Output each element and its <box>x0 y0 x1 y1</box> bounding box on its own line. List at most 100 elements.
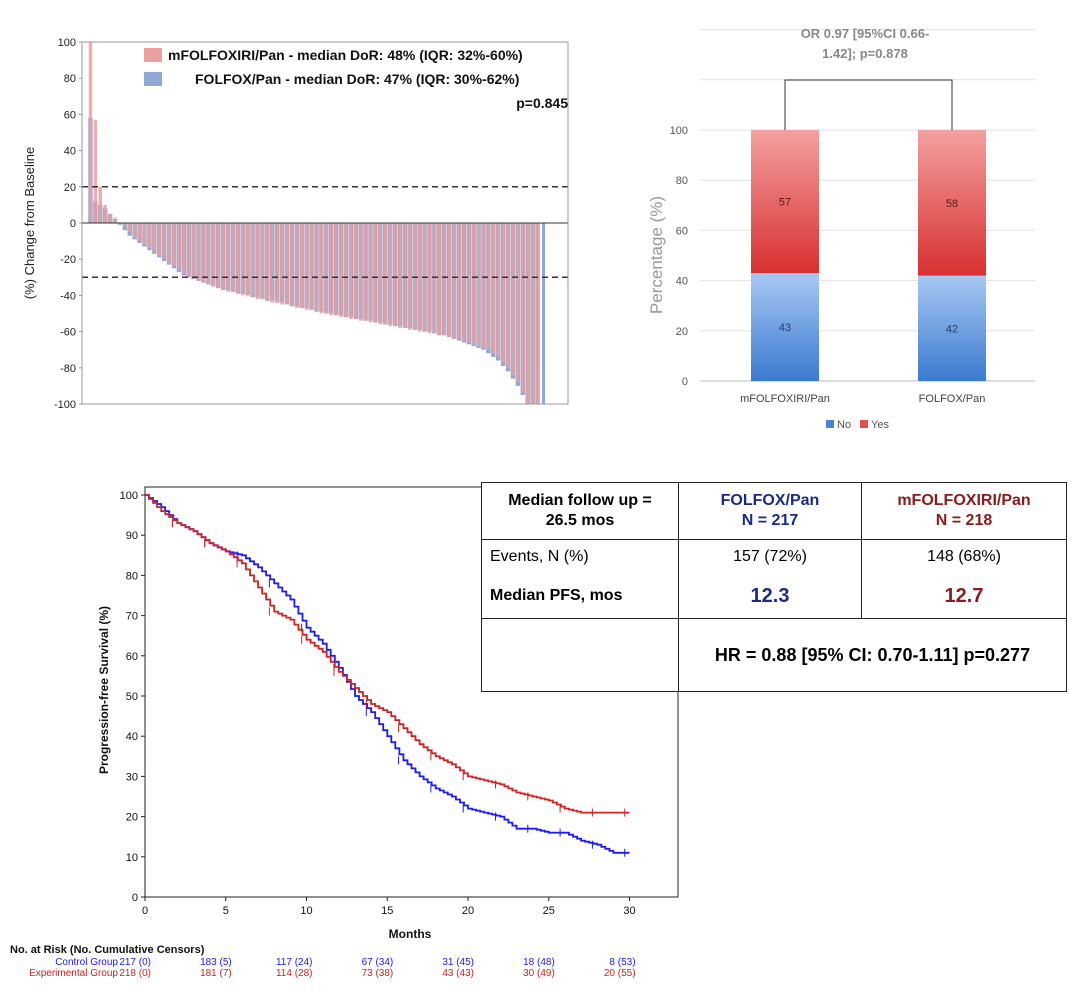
km-y-tick-label: 70 <box>126 611 138 623</box>
km-plot-frame <box>144 486 679 898</box>
folfox-n: N = 217 <box>741 512 799 529</box>
pfs-summary-table: Median follow up = 26.5 mos FOLFOX/Pan N… <box>481 482 1067 692</box>
waterfall-bar-mfolfoxiri <box>182 223 186 274</box>
risk-value: 30 (49) <box>523 968 555 979</box>
waterfall-bar-mfolfoxiri <box>216 223 220 289</box>
risk-value: 181 (7) <box>200 968 232 979</box>
waterfall-bar-mfolfoxiri <box>496 223 500 357</box>
events-label: Events, N (%) <box>481 539 679 574</box>
odds-ratio-annotation-line1: OR 0.97 [95%CI 0.66- <box>801 26 930 41</box>
risk-value: 114 (28) <box>276 968 313 979</box>
km-x-tick-label: 5 <box>223 905 229 917</box>
table-row-median-pfs: Median PFS, mos 12.3 12.7 <box>481 574 1067 619</box>
stacked-bar-no-value: 43 <box>779 322 791 334</box>
waterfall-bar-mfolfoxiri <box>378 223 383 325</box>
stacked-bar-y-tick-label: 20 <box>676 326 688 338</box>
waterfall-bar-mfolfoxiri <box>241 223 245 296</box>
stacked-bar-y-tick-label: 0 <box>682 376 688 388</box>
median-pfs-mfolfoxiri: 12.7 <box>861 574 1067 619</box>
median-pfs-label: Median PFS, mos <box>481 574 679 619</box>
risk-row-label: Control Group <box>55 957 118 968</box>
risk-value: 218 (0) <box>119 968 151 979</box>
waterfall-bar-mfolfoxiri <box>309 223 314 310</box>
risk-value: 18 (48) <box>523 957 555 968</box>
waterfall-bar-mfolfoxiri <box>290 223 294 307</box>
waterfall-bar-mfolfoxiri <box>432 223 437 334</box>
stacked-bar-y-tick-label: 60 <box>676 225 688 237</box>
header-follow-up: Median follow up = 26.5 mos <box>481 482 679 540</box>
stacked-bar-y-tick-label: 100 <box>670 125 688 137</box>
waterfall-y-tick-label: 0 <box>70 218 76 230</box>
waterfall-y-tick-label: 80 <box>64 73 76 85</box>
waterfall-y-tick-label: -60 <box>60 327 76 339</box>
km-curve-experimental <box>145 494 630 814</box>
risk-value: 117 (24) <box>276 957 313 968</box>
waterfall-bar-mfolfoxiri <box>137 223 142 242</box>
waterfall-bar-mfolfoxiri <box>280 223 284 305</box>
waterfall-bar-mfolfoxiri <box>172 223 176 267</box>
waterfall-bar-mfolfoxiri <box>530 223 535 404</box>
legend-swatch-mfolfoxiri <box>144 48 162 62</box>
km-x-tick-label: 10 <box>300 905 312 917</box>
waterfall-y-axis-label: (%) Change from Baseline <box>22 147 37 299</box>
waterfall-bar-mfolfoxiri <box>270 223 274 303</box>
km-x-tick-label: 25 <box>543 905 555 917</box>
table-row-hr: HR = 0.88 [95% CI: 0.70-1.11] p=0.277 <box>481 618 1067 692</box>
waterfall-bar-mfolfoxiri <box>245 223 250 296</box>
risk-value: 217 (0) <box>119 957 151 968</box>
waterfall-bar-folfox <box>117 223 123 225</box>
odds-ratio-annotation-line2: 1.42]; p=0.878 <box>822 46 908 61</box>
stacked-bar-chart: 0 20 40 60 80 100 43 57 mFOLFOXIRI/Pan 42 58 FOLFO… <box>640 20 1070 440</box>
legend-label-mfolfoxiri: mFOLFOXIRI/Pan - median DoR: 48% (IQR: 3… <box>168 47 523 63</box>
waterfall-bar-mfolfoxiri <box>334 223 338 316</box>
waterfall-y-tick-label: -40 <box>60 290 76 302</box>
waterfall-bar-mfolfoxiri <box>314 223 319 312</box>
km-svg: 0 10 20 30 40 50 60 70 80 90 100 0 5 10 15 20 25 30 Progr… <box>10 486 679 979</box>
km-x-tick-label: 15 <box>381 905 393 917</box>
stacked-bar-y-tick-label: 80 <box>676 175 688 187</box>
waterfall-bar-mfolfoxiri <box>186 223 191 278</box>
stacked-bar-yes-value: 58 <box>946 198 958 210</box>
km-y-tick-label: 10 <box>126 852 138 864</box>
header-mfolfoxiri: mFOLFOXIRI/Pan N = 218 <box>861 482 1067 540</box>
waterfall-bar-mfolfoxiri <box>501 223 505 363</box>
waterfall-y-tick-label: -100 <box>54 399 76 411</box>
median-pfs-folfox: 12.3 <box>678 574 862 619</box>
waterfall-bar-mfolfoxiri <box>231 223 235 292</box>
waterfall-bar-mfolfoxiri <box>191 223 196 280</box>
km-y-tick-label: 100 <box>120 490 138 502</box>
waterfall-bar-mfolfoxiri <box>98 186 103 223</box>
waterfall-bar-mfolfoxiri <box>471 223 476 345</box>
follow-up-line2: 26.5 mos <box>545 512 615 529</box>
waterfall-bar-mfolfoxiri <box>408 223 412 330</box>
legend-swatch-yes <box>860 420 868 428</box>
waterfall-bar-mfolfoxiri <box>157 223 161 256</box>
km-y-tick-label: 60 <box>126 651 138 663</box>
stacked-bar-svg: 0 20 40 60 80 100 43 57 mFOLFOXIRI/Pan 42 58 FOLFO… <box>647 26 1035 431</box>
waterfall-bar-mfolfoxiri <box>457 223 461 339</box>
km-y-tick-label: 30 <box>126 771 138 783</box>
waterfall-bar-mfolfoxiri <box>383 223 387 325</box>
waterfall-bar-mfolfoxiri <box>265 223 270 301</box>
waterfall-bar-mfolfoxiri <box>285 223 289 305</box>
km-x-tick-label: 20 <box>462 905 474 917</box>
waterfall-bar-mfolfoxiri <box>344 223 348 318</box>
waterfall-bar-mfolfoxiri <box>491 223 496 354</box>
waterfall-bar-mfolfoxiri <box>206 223 211 285</box>
waterfall-bar-mfolfoxiri <box>221 223 225 290</box>
folfox-name: FOLFOX/Pan <box>720 492 820 509</box>
events-folfox: 157 (72%) <box>678 539 862 574</box>
waterfall-y-tick-label: -80 <box>60 363 76 375</box>
waterfall-bar-mfolfoxiri <box>486 223 491 350</box>
km-y-axis-label: Progression-free Survival (%) <box>97 606 111 774</box>
waterfall-y-tick-label: 100 <box>58 37 76 49</box>
mfolfoxiri-n: N = 218 <box>935 512 993 529</box>
waterfall-bar-mfolfoxiri <box>113 217 117 223</box>
waterfall-bar-mfolfoxiri <box>324 223 329 314</box>
waterfall-bar-mfolfoxiri <box>123 223 127 227</box>
waterfall-bar-mfolfoxiri <box>201 223 206 283</box>
waterfall-bar-mfolfoxiri <box>452 223 456 339</box>
plot-frame <box>81 41 569 405</box>
legend-label-folfox: FOLFOX/Pan - median DoR: 47% (IQR: 30%-6… <box>195 71 519 87</box>
waterfall-bar-mfolfoxiri <box>236 223 240 294</box>
